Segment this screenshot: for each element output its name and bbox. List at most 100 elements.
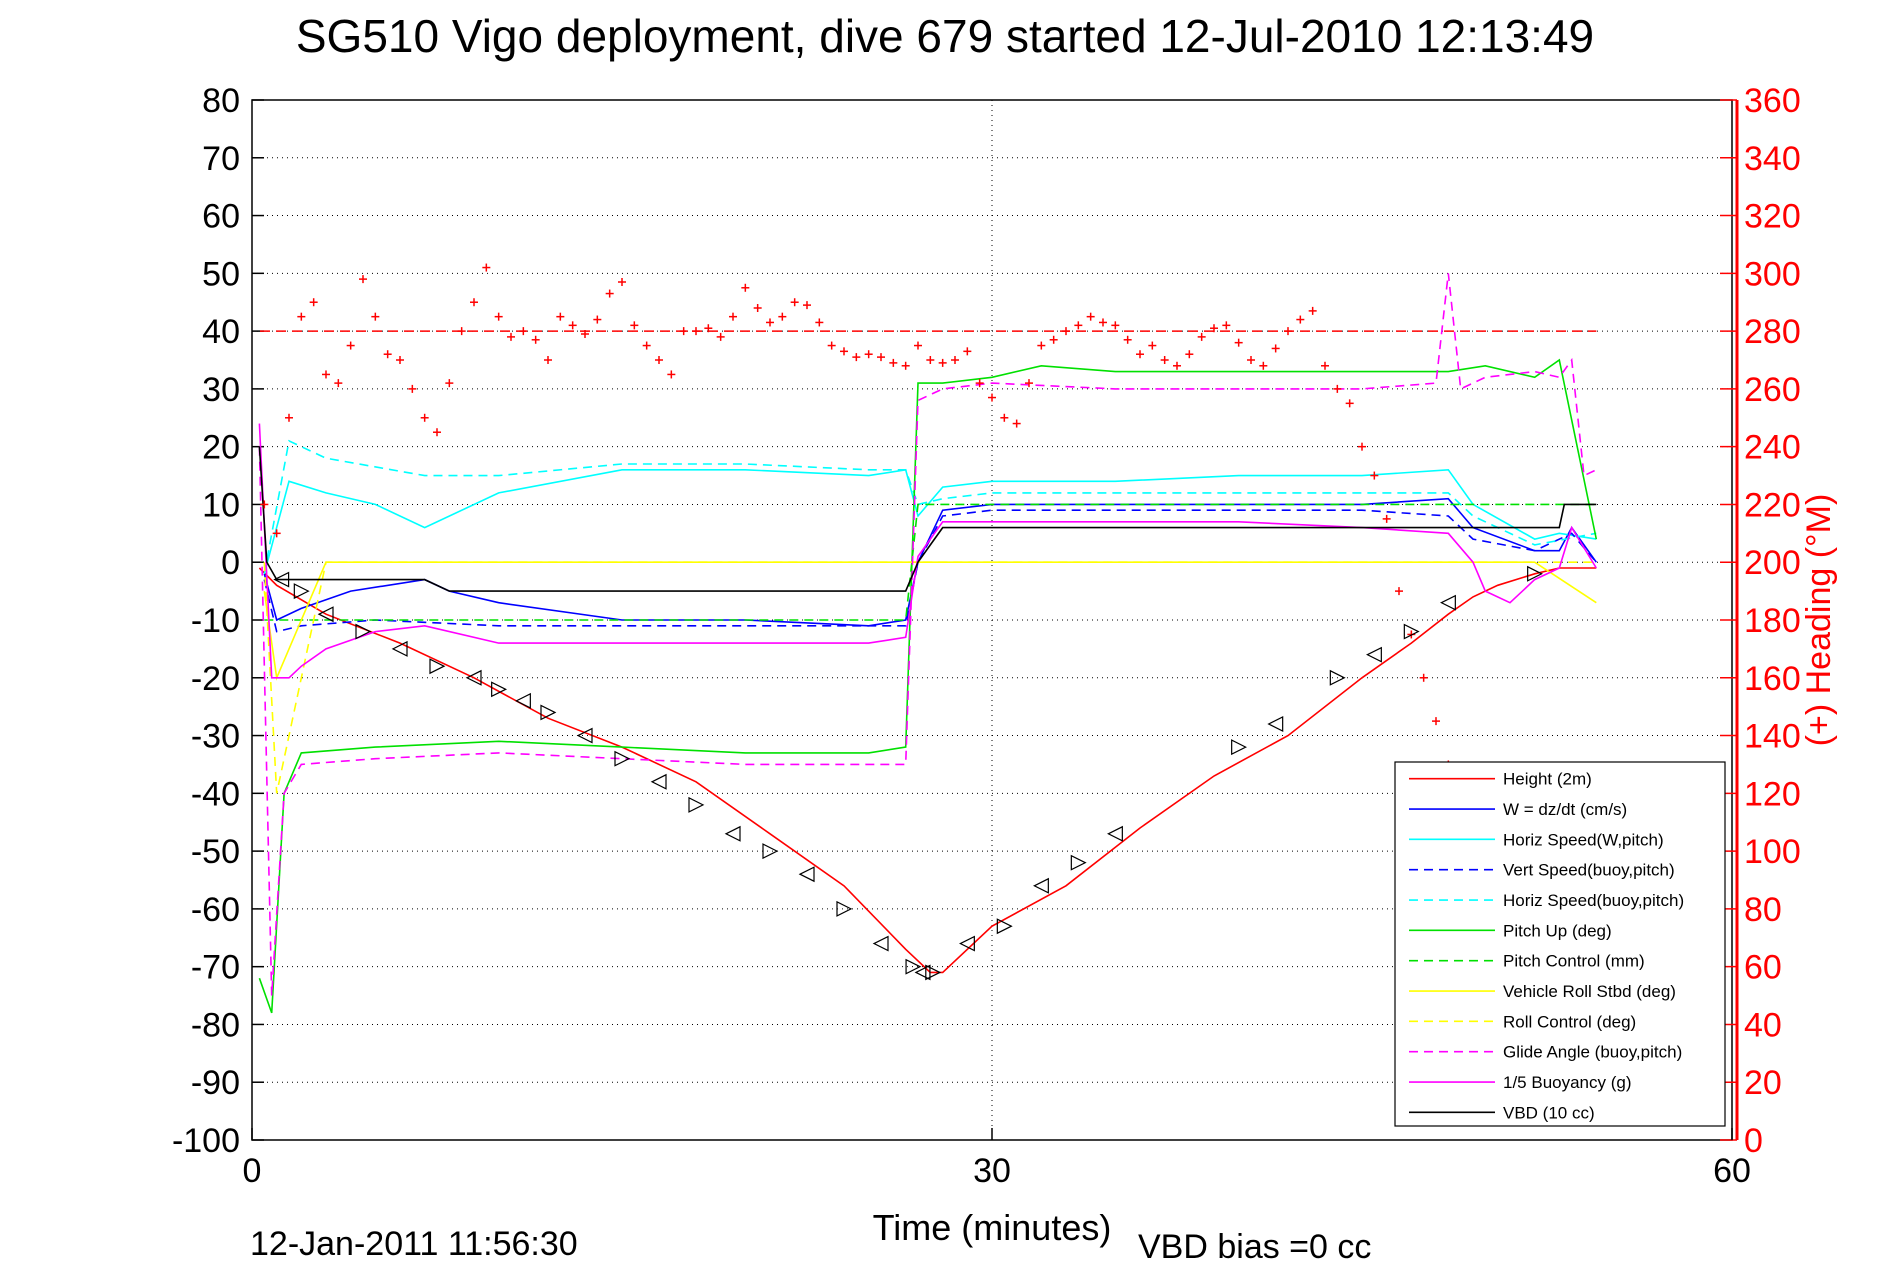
heading-point (1062, 327, 1070, 336)
heading-point (1234, 338, 1243, 347)
heading-point (544, 356, 552, 364)
direction-marker (905, 958, 922, 975)
heading-point (1111, 321, 1120, 330)
heading-point (1308, 306, 1317, 315)
heading-point (581, 330, 589, 338)
heading-point (1074, 321, 1083, 330)
direction-marker (1106, 825, 1123, 842)
heading-point (975, 379, 984, 388)
x-tick-label: 60 (1713, 1152, 1751, 1190)
heading-point (864, 350, 873, 359)
y-tick-label-right: 340 (1744, 140, 1801, 178)
heading-point (494, 312, 503, 321)
direction-marker (1527, 565, 1544, 582)
direction-marker (724, 825, 741, 842)
legend-label: Horiz Speed(W,pitch) (1503, 830, 1664, 849)
heading-point (1025, 379, 1033, 388)
y-tick-label: 70 (202, 140, 240, 178)
heading-point (457, 327, 466, 336)
y-tick-label-right: 120 (1744, 775, 1801, 813)
y-tick-label: 30 (202, 371, 240, 409)
direction-marker (317, 606, 334, 623)
heading-point (1259, 361, 1268, 370)
heading-point (901, 361, 910, 370)
direction-marker (872, 935, 889, 952)
y-tick-label: 50 (202, 255, 240, 293)
series-line-5 (258, 358, 1598, 1014)
heading-point (1173, 361, 1181, 370)
direction-marker (836, 900, 853, 917)
legend-label: W = dz/dt (cm/s) (1503, 800, 1627, 819)
heading-point (1012, 419, 1021, 428)
legend-label: VBD (10 cc) (1503, 1103, 1595, 1122)
heading-point (1247, 356, 1255, 364)
heading-point (1222, 321, 1231, 330)
legend-label: Vert Speed(buoy,pitch) (1503, 861, 1675, 880)
heading-point (322, 370, 330, 379)
direction-marker (540, 704, 557, 721)
legend-label: Height (2m) (1503, 770, 1592, 789)
y-tick-label-right: 240 (1744, 429, 1801, 467)
heading-point (803, 301, 811, 310)
heading-point (840, 347, 848, 356)
heading-point (938, 358, 947, 367)
y-tick-label-right: 20 (1744, 1064, 1782, 1102)
heading-point (1210, 324, 1218, 333)
heading-point (951, 356, 959, 364)
heading-point (926, 356, 935, 364)
direction-marker (514, 692, 531, 709)
heading-point (359, 275, 367, 284)
y-tick-label: -20 (191, 660, 240, 698)
legend: Height (2m) W = dz/dt (cm/s) Horiz Speed(W… (1394, 761, 1726, 1127)
direction-marker (996, 918, 1013, 935)
heading-point (655, 356, 663, 364)
heading-point (1099, 318, 1107, 327)
direction-marker (762, 843, 779, 860)
chart-title: SG510 Vigo deployment, dive 679 started … (296, 10, 1594, 62)
series-line-4 (263, 439, 1597, 574)
y-tick-label: 40 (202, 313, 240, 351)
y-tick-label-right: 0 (1744, 1122, 1763, 1160)
y-tick-label: -90 (191, 1064, 240, 1102)
direction-marker (1070, 854, 1087, 871)
heading-point (346, 341, 355, 350)
heading-point (679, 327, 688, 336)
direction-marker (465, 669, 482, 686)
heading-point (593, 315, 602, 324)
direction-marker (958, 935, 975, 952)
heading-point (260, 500, 269, 509)
direction-marker (650, 773, 667, 790)
heading-point (889, 358, 898, 367)
y-tick-label: -10 (191, 602, 240, 640)
y-tick-label-right: 60 (1744, 949, 1782, 987)
heading-point (1284, 327, 1292, 336)
y-tick-label-right: 280 (1744, 313, 1801, 351)
y-tick-label: -80 (191, 1006, 240, 1044)
heading-point (1197, 332, 1206, 341)
legend-label: Horiz Speed(buoy,pitch) (1503, 891, 1684, 910)
heading-point (827, 341, 836, 350)
heading-point (433, 428, 441, 437)
heading-point (741, 283, 750, 292)
series-line-10 (258, 423, 1597, 679)
series-line-9 (258, 273, 1597, 996)
heading-point (420, 413, 429, 422)
direction-marker (355, 623, 372, 640)
y-axis-right: 3603403203002802602402202001801601401201… (1720, 82, 1801, 1160)
series-layer (258, 273, 1598, 1014)
heading-point (556, 312, 565, 321)
direction-marker (293, 583, 310, 600)
heading-point (1185, 350, 1194, 359)
series-line-6 (264, 503, 1597, 621)
heading-point (445, 379, 454, 388)
vbd-bias-footer: VBD bias =0 cc (1138, 1228, 1371, 1262)
direction-marker (1032, 877, 1049, 894)
heading-point (914, 341, 922, 350)
direction-marker (429, 658, 446, 675)
direction-marker (1439, 594, 1456, 611)
heading-point (1345, 399, 1354, 408)
y-tick-label: -70 (191, 949, 240, 987)
direction-marker (576, 727, 593, 744)
heading-point (1321, 361, 1329, 370)
